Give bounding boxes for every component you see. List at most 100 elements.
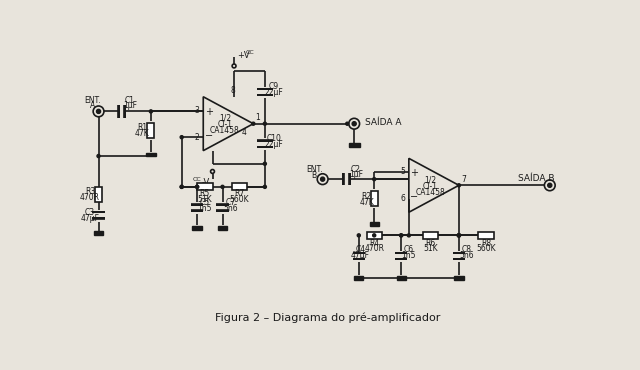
Text: 1: 1 (255, 113, 260, 122)
Circle shape (399, 234, 403, 237)
Text: 5n6: 5n6 (223, 204, 237, 213)
Text: 22μF: 22μF (265, 140, 284, 149)
Text: CA1458: CA1458 (415, 188, 445, 197)
Text: 1μF: 1μF (123, 101, 137, 110)
Text: CI-1: CI-1 (218, 120, 232, 129)
Text: 5: 5 (400, 167, 405, 176)
Text: 560K: 560K (476, 244, 495, 253)
Text: R5: R5 (200, 189, 210, 198)
Text: 5n6: 5n6 (460, 251, 474, 260)
Circle shape (458, 234, 460, 237)
Text: Figura 2 – Diagrama do pré-amplificador: Figura 2 – Diagrama do pré-amplificador (215, 313, 441, 323)
Circle shape (263, 185, 266, 188)
Circle shape (399, 234, 403, 237)
Circle shape (372, 178, 376, 181)
Text: CC: CC (246, 50, 254, 55)
Text: R4: R4 (369, 239, 380, 248)
Circle shape (221, 185, 224, 188)
Circle shape (346, 122, 349, 125)
Text: C8: C8 (461, 245, 472, 254)
Text: R8: R8 (481, 239, 491, 248)
Text: 51K: 51K (198, 195, 212, 204)
Text: 8: 8 (230, 86, 235, 95)
Text: R3: R3 (85, 187, 95, 196)
Text: CC: CC (193, 178, 202, 182)
Bar (369, 222, 379, 226)
Circle shape (196, 185, 198, 188)
Circle shape (548, 183, 552, 187)
Bar (147, 152, 156, 157)
Text: 1n5: 1n5 (198, 204, 212, 213)
Text: −: − (205, 131, 212, 141)
Text: 1/2: 1/2 (424, 175, 436, 184)
Circle shape (372, 234, 376, 237)
Bar (367, 232, 382, 239)
Bar (147, 123, 154, 138)
Text: 1/2: 1/2 (219, 114, 231, 123)
Bar (218, 226, 227, 229)
Circle shape (458, 234, 460, 237)
Circle shape (321, 177, 324, 181)
Text: 6: 6 (400, 194, 405, 203)
Text: ENT.: ENT. (306, 165, 323, 174)
Circle shape (407, 234, 410, 237)
Bar (95, 187, 102, 202)
Bar (94, 231, 103, 235)
Bar (232, 184, 247, 190)
Text: ENT.: ENT. (84, 96, 100, 105)
Text: 47K: 47K (135, 129, 150, 138)
Text: R1: R1 (138, 123, 147, 132)
Text: CA1458: CA1458 (210, 126, 240, 135)
Text: 1n5: 1n5 (402, 251, 416, 260)
Circle shape (180, 136, 183, 139)
Circle shape (458, 184, 460, 187)
Text: 470R: 470R (80, 193, 100, 202)
Bar (478, 232, 493, 239)
Text: +V: +V (237, 51, 250, 60)
Circle shape (97, 110, 100, 114)
Text: SAÍDA A: SAÍDA A (365, 118, 401, 127)
Text: C5: C5 (200, 198, 210, 207)
Text: B: B (312, 171, 317, 180)
Text: C3: C3 (85, 208, 95, 217)
Circle shape (352, 122, 356, 126)
Text: R2: R2 (362, 192, 372, 201)
Bar (454, 276, 463, 280)
Bar (197, 184, 212, 190)
Text: C1: C1 (125, 96, 135, 105)
Text: C6: C6 (404, 245, 414, 254)
Text: −: − (410, 192, 419, 202)
Circle shape (180, 185, 183, 188)
Bar (193, 226, 202, 229)
Text: 47μF: 47μF (351, 251, 370, 260)
Text: C2: C2 (351, 165, 361, 174)
Circle shape (97, 155, 100, 158)
Bar (349, 143, 360, 147)
Text: 1μF: 1μF (349, 170, 363, 179)
Bar (397, 276, 406, 280)
Circle shape (196, 185, 198, 188)
Text: SAÍDA B: SAÍDA B (518, 174, 554, 183)
Text: +: + (410, 168, 419, 178)
Text: +: + (205, 107, 212, 117)
Text: R6: R6 (426, 239, 436, 248)
Text: 3: 3 (195, 106, 200, 115)
Bar (422, 232, 438, 239)
Bar (371, 191, 378, 206)
Text: A: A (90, 101, 95, 111)
Text: R7: R7 (234, 189, 244, 198)
Text: 470R: 470R (364, 244, 384, 253)
Text: -V: -V (201, 178, 209, 187)
Circle shape (252, 122, 255, 125)
Text: C7: C7 (225, 198, 236, 207)
Text: 51K: 51K (423, 244, 438, 253)
Text: 560K: 560K (230, 195, 249, 204)
Circle shape (357, 234, 360, 237)
Bar (354, 276, 364, 280)
Text: 2: 2 (195, 133, 200, 142)
Circle shape (180, 185, 183, 188)
Circle shape (263, 122, 266, 125)
Text: 22μF: 22μF (265, 88, 284, 97)
Text: C10: C10 (267, 134, 282, 143)
Circle shape (149, 110, 152, 113)
